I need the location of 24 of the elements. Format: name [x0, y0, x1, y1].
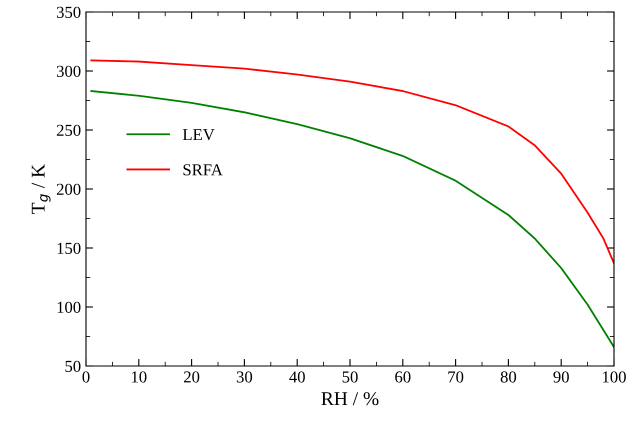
y-axis-title: T$_{g}$ / K: [32, 164, 51, 214]
x-tick-label: 90: [553, 371, 569, 383]
y-tick-label: 350: [56, 6, 81, 18]
line-series: [90, 59, 614, 264]
y-tick-label: 50: [65, 360, 81, 372]
y-tick-label: 200: [56, 184, 81, 195]
y-tick-label: 250: [56, 124, 81, 136]
x-tick-label: 80: [500, 371, 516, 383]
x-tick-label: 30: [236, 371, 252, 383]
x-tick-label: 40: [289, 371, 305, 383]
x-tick-label: 60: [395, 371, 410, 383]
y-tick-label: 100: [58, 302, 81, 313]
x-tick-label: 20: [184, 371, 200, 383]
x-tick-label: 50: [342, 371, 358, 383]
x-tick-label: 0: [82, 371, 90, 383]
legend-label: LEV: [182, 129, 215, 140]
x-tick-label: 70: [448, 371, 464, 383]
x-tick-label: 100: [602, 371, 626, 383]
y-tick-label: 300: [56, 66, 81, 77]
line-series: [90, 90, 614, 348]
x-tick-label: 10: [132, 371, 146, 383]
x-axis-title: RH / %: [321, 392, 379, 406]
legend-label: SRFA: [184, 164, 223, 176]
y-tick-label: 150: [58, 242, 81, 254]
